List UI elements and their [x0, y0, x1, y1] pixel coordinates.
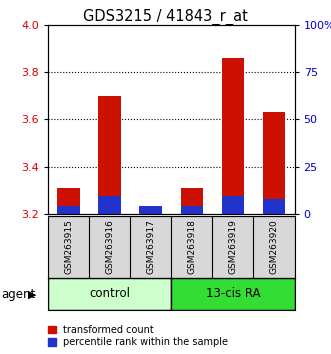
Text: GSM263917: GSM263917: [146, 219, 155, 274]
Text: GSM263918: GSM263918: [187, 219, 196, 274]
Bar: [222, 58, 244, 214]
Text: GDS3215 / 41843_r_at: GDS3215 / 41843_r_at: [83, 9, 248, 25]
Bar: [263, 112, 285, 214]
Bar: [98, 96, 121, 214]
Text: GSM263919: GSM263919: [228, 219, 237, 274]
Bar: [98, 196, 121, 214]
Bar: [180, 188, 203, 214]
FancyBboxPatch shape: [171, 278, 295, 310]
Bar: [57, 188, 80, 214]
Text: GSM263920: GSM263920: [269, 219, 279, 274]
Bar: [139, 206, 162, 214]
Bar: [263, 199, 285, 214]
Text: GSM263916: GSM263916: [105, 219, 114, 274]
Legend: transformed count, percentile rank within the sample: transformed count, percentile rank withi…: [48, 325, 228, 347]
Bar: [180, 206, 203, 214]
Text: GSM263915: GSM263915: [64, 219, 73, 274]
Text: control: control: [89, 287, 130, 300]
FancyBboxPatch shape: [48, 278, 171, 310]
Bar: [222, 196, 244, 214]
Text: agent: agent: [2, 288, 36, 301]
Bar: [57, 206, 80, 214]
Text: 13-cis RA: 13-cis RA: [206, 287, 260, 300]
Text: ▶: ▶: [28, 290, 37, 299]
